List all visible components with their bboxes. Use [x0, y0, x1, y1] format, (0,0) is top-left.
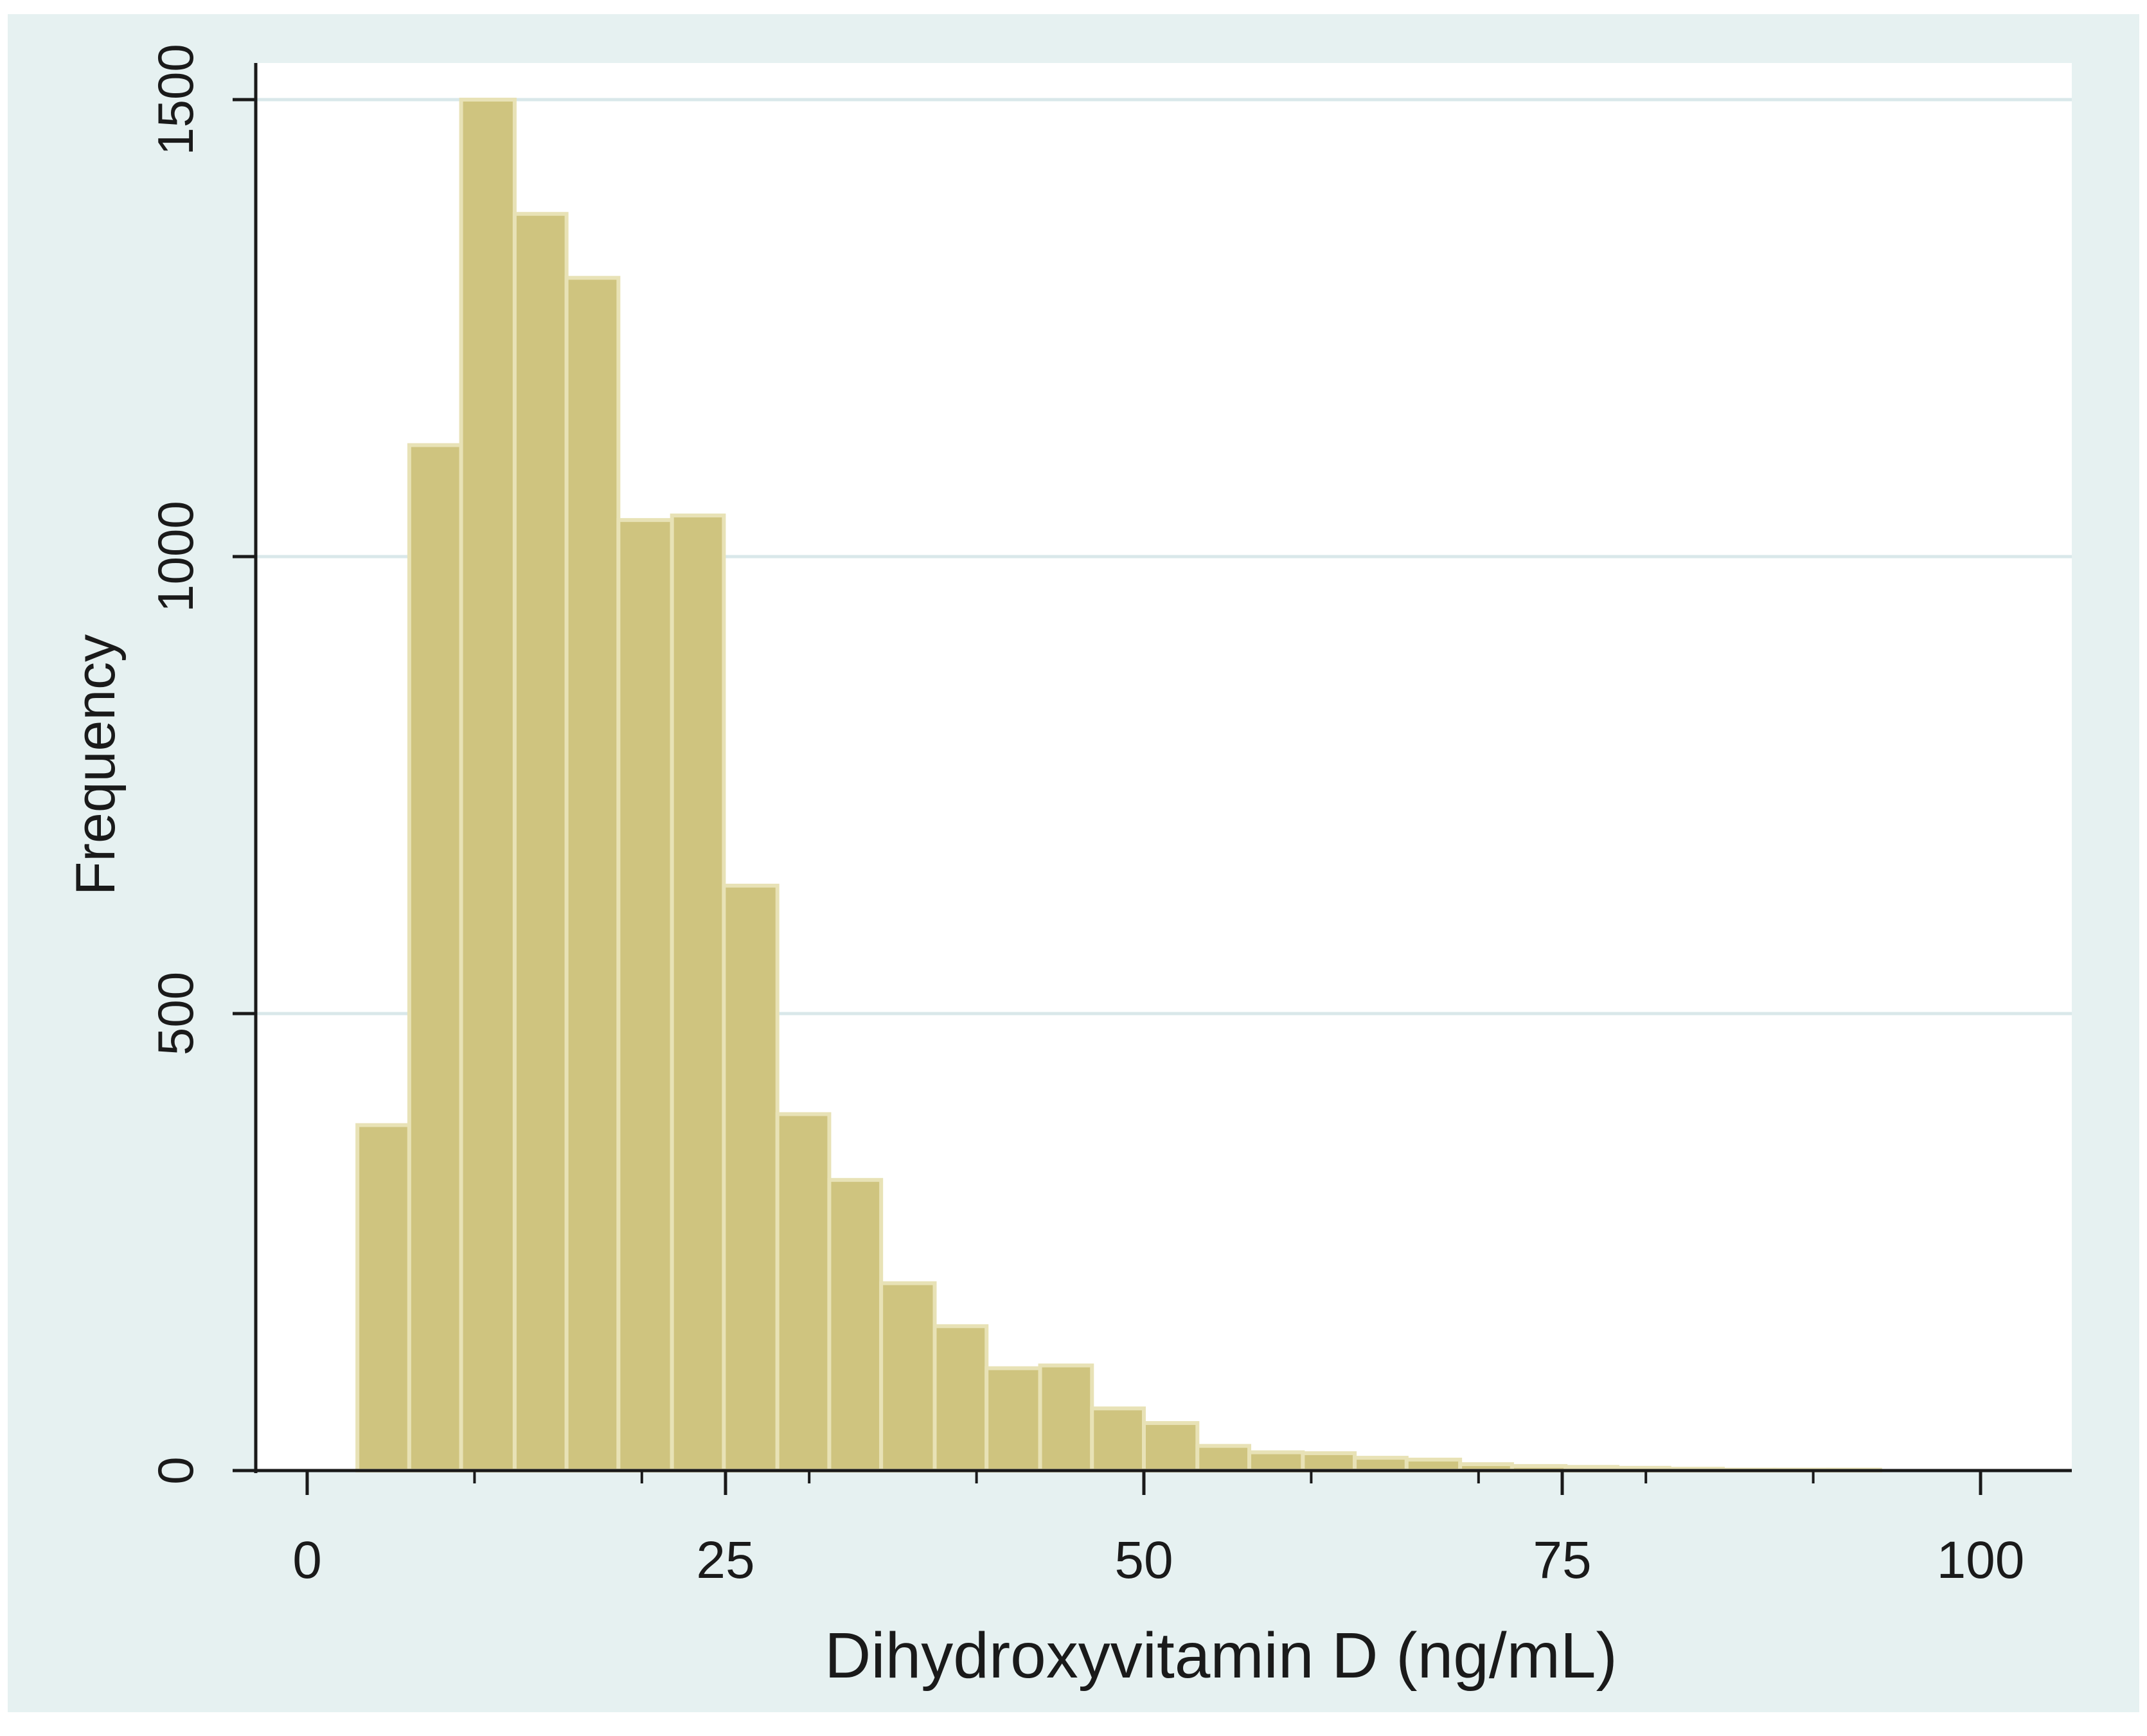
- histogram-bar-1: [355, 1123, 411, 1472]
- histogram-bar-5: [564, 276, 621, 1472]
- y-axis-title: Frequency: [65, 634, 127, 895]
- x-tick-label-50: 50: [1114, 1531, 1173, 1589]
- histogram-bar-16: [1142, 1421, 1200, 1472]
- x-tick-label-0: 0: [292, 1531, 322, 1589]
- histogram-bar-8: [722, 883, 780, 1473]
- axes: [233, 63, 2072, 1495]
- histogram-bar-4: [512, 211, 569, 1472]
- x-axis-title: Dihydroxyvitamin D (ng/mL): [824, 1620, 1617, 1692]
- histogram-bar-14: [1038, 1363, 1094, 1472]
- histogram-bar-21: [1404, 1457, 1463, 1473]
- histogram-bar-12: [932, 1324, 989, 1472]
- histogram-bar-19: [1301, 1451, 1357, 1472]
- histogram-bar-13: [984, 1366, 1042, 1473]
- y-tick-label-500: 500: [147, 972, 204, 1055]
- histogram-bar-6: [616, 518, 674, 1472]
- y-tick-labels: 0 500 1000 1500: [147, 44, 204, 1484]
- histogram-bar-10: [827, 1177, 884, 1472]
- histogram-bar-11: [879, 1281, 937, 1472]
- x-tick-label-100: 100: [1937, 1531, 2025, 1589]
- histogram-bar-15: [1090, 1406, 1146, 1472]
- y-tick-label-0: 0: [147, 1456, 204, 1484]
- histogram-bar-9: [775, 1112, 832, 1473]
- x-tick-label-75: 75: [1533, 1531, 1591, 1589]
- x-tick-labels: 0 25 50 75 100: [292, 1531, 2024, 1589]
- y-tick-label-1000: 1000: [147, 501, 204, 613]
- histogram-bar-7: [670, 514, 726, 1472]
- y-tick-label-1500: 1500: [147, 44, 204, 156]
- histogram-bar-18: [1247, 1450, 1305, 1473]
- histogram-bar-20: [1353, 1456, 1409, 1473]
- histogram-bar-3: [459, 98, 517, 1472]
- histogram-bar-2: [407, 443, 463, 1472]
- histogram-bars: [355, 98, 1882, 1473]
- x-tick-label-25: 25: [696, 1531, 754, 1589]
- histogram-bar-17: [1195, 1444, 1252, 1472]
